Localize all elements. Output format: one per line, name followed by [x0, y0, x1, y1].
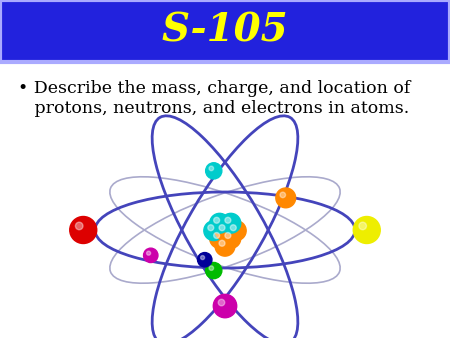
Circle shape [204, 221, 224, 241]
Circle shape [280, 192, 286, 198]
Circle shape [209, 266, 214, 270]
Circle shape [221, 228, 241, 248]
Circle shape [226, 221, 246, 241]
Circle shape [208, 225, 214, 231]
Circle shape [219, 225, 225, 231]
Circle shape [214, 217, 220, 223]
Circle shape [218, 299, 225, 306]
Bar [0, 0, 450, 62]
Circle shape [147, 251, 151, 255]
Circle shape [206, 163, 222, 179]
Text: S-105: S-105 [162, 12, 288, 50]
Circle shape [213, 294, 237, 318]
Circle shape [198, 252, 212, 267]
Circle shape [225, 217, 231, 223]
Circle shape [76, 222, 83, 230]
Circle shape [219, 240, 225, 246]
Circle shape [210, 213, 230, 233]
Circle shape [209, 166, 214, 171]
Circle shape [144, 248, 158, 263]
Text: • Describe the mass, charge, and location of: • Describe the mass, charge, and locatio… [18, 80, 410, 97]
Circle shape [276, 188, 296, 208]
Circle shape [359, 222, 366, 230]
Circle shape [225, 233, 231, 238]
Circle shape [215, 236, 235, 256]
Circle shape [353, 217, 380, 243]
Circle shape [221, 213, 241, 233]
Circle shape [206, 263, 222, 279]
Circle shape [70, 217, 97, 243]
Circle shape [230, 225, 236, 231]
Circle shape [214, 233, 220, 238]
Circle shape [215, 221, 235, 241]
Circle shape [201, 256, 205, 260]
Text: protons, neutrons, and electrons in atoms.: protons, neutrons, and electrons in atom… [18, 100, 409, 117]
Circle shape [210, 228, 230, 248]
